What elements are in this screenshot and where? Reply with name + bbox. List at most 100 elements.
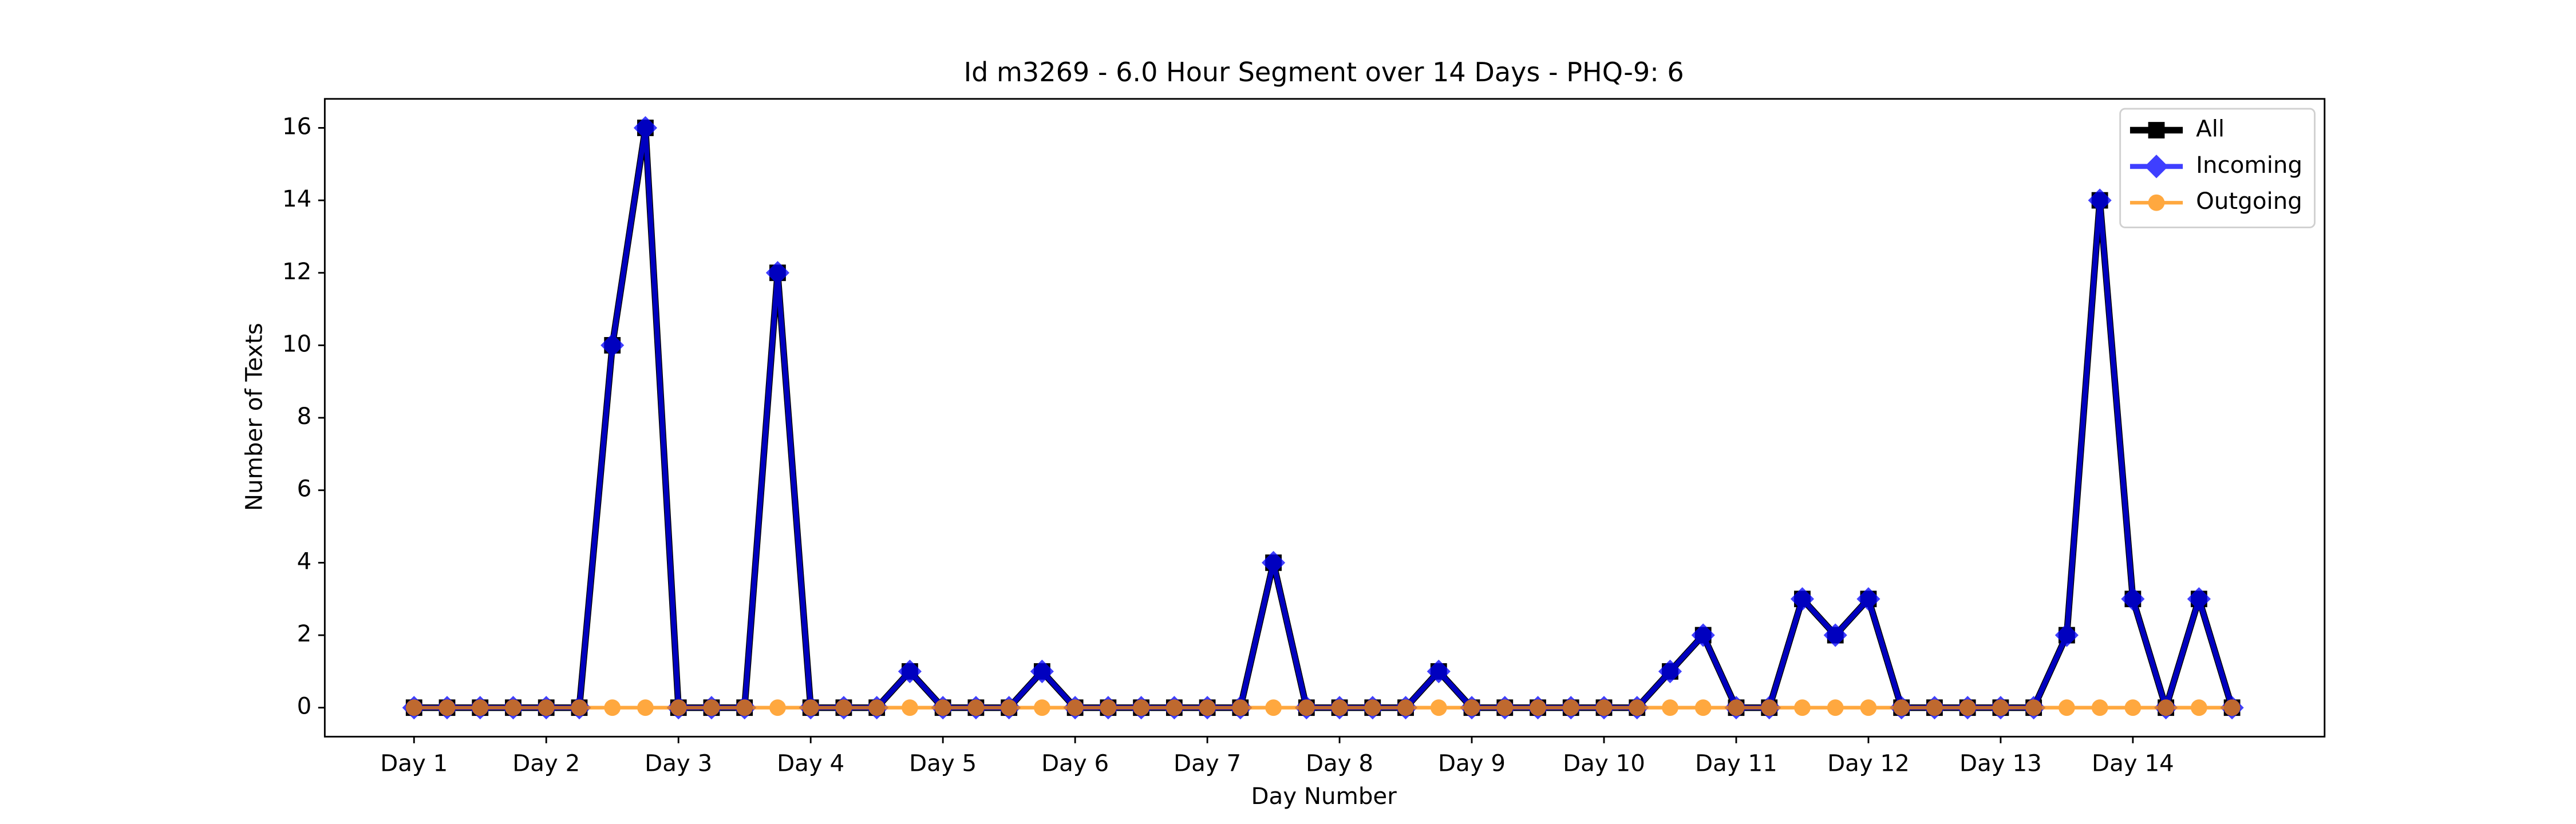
marker xyxy=(1658,659,1682,683)
marker xyxy=(1232,699,1249,716)
marker xyxy=(1562,699,1579,716)
marker xyxy=(765,261,790,285)
marker xyxy=(1860,699,1877,716)
marker xyxy=(1100,699,1117,716)
marker xyxy=(1261,550,1286,575)
marker xyxy=(1430,699,1447,716)
legend-entry xyxy=(2129,154,2183,179)
x-tick-label: Day 6 xyxy=(1041,750,1109,777)
legend-label: All xyxy=(2196,116,2225,142)
series xyxy=(405,699,2241,716)
legend-entry xyxy=(2129,122,2183,138)
x-axis-label: Day Number xyxy=(1251,783,1397,810)
series-line xyxy=(414,124,2235,711)
marker xyxy=(1794,699,1811,716)
marker xyxy=(2190,699,2207,716)
marker xyxy=(2025,699,2042,716)
chart-title: Id m3269 - 6.0 Hour Segment over 14 Days… xyxy=(964,57,1684,88)
marker xyxy=(934,699,951,716)
marker xyxy=(1992,699,2009,716)
marker xyxy=(1856,587,1880,611)
marker xyxy=(1298,699,1315,716)
marker xyxy=(2059,699,2075,716)
marker xyxy=(868,699,886,716)
marker xyxy=(2088,188,2112,212)
plot-frame xyxy=(323,98,2326,738)
marker xyxy=(604,699,621,716)
marker xyxy=(1823,623,1847,647)
marker xyxy=(571,699,588,716)
marker xyxy=(1001,699,1018,716)
marker xyxy=(1827,699,1844,716)
marker xyxy=(2187,587,2211,611)
marker xyxy=(405,699,422,716)
marker xyxy=(802,699,819,716)
series-line xyxy=(414,125,2235,711)
marker xyxy=(600,333,625,358)
y-tick-label: 10 xyxy=(282,330,311,357)
marker xyxy=(438,699,456,716)
marker xyxy=(1662,699,1678,716)
marker xyxy=(769,699,786,716)
marker xyxy=(736,699,753,716)
marker xyxy=(2158,699,2175,716)
y-tick-label: 16 xyxy=(282,113,311,140)
marker xyxy=(2148,122,2165,138)
legend-entry xyxy=(2129,194,2183,211)
x-tick-label: Day 11 xyxy=(1695,750,1777,777)
marker xyxy=(2223,699,2241,716)
marker xyxy=(2091,699,2108,716)
legend-label: Outgoing xyxy=(2196,188,2302,215)
x-tick-label: Day 8 xyxy=(1306,750,1373,777)
marker xyxy=(1397,699,1414,716)
marker xyxy=(967,699,985,716)
legend-label: Incoming xyxy=(2196,152,2302,179)
marker xyxy=(637,699,654,716)
marker xyxy=(902,699,918,716)
y-axis-label: Number of Texts xyxy=(240,323,267,511)
marker xyxy=(1728,699,1745,716)
marker xyxy=(1199,699,1216,716)
marker xyxy=(1761,699,1778,716)
marker xyxy=(1893,699,1910,716)
series xyxy=(402,116,2244,720)
marker xyxy=(1530,699,1546,716)
marker xyxy=(670,699,687,716)
marker xyxy=(1033,699,1050,716)
marker xyxy=(703,699,720,716)
y-tick-label: 2 xyxy=(297,620,312,647)
x-tick-label: Day 1 xyxy=(380,750,448,777)
x-tick-label: Day 13 xyxy=(1959,750,2042,777)
marker xyxy=(1165,699,1183,716)
marker xyxy=(1463,699,1480,716)
marker xyxy=(1331,699,1348,716)
x-tick-label: Day 9 xyxy=(1438,750,1506,777)
marker xyxy=(538,699,555,716)
marker xyxy=(1595,699,1613,716)
y-tick-label: 0 xyxy=(297,693,312,720)
marker xyxy=(2144,154,2168,179)
marker xyxy=(2124,699,2142,716)
y-tick-label: 6 xyxy=(297,476,312,502)
y-tick-label: 8 xyxy=(297,403,312,430)
marker xyxy=(633,116,658,140)
marker xyxy=(2055,623,2079,647)
y-tick-label: 4 xyxy=(297,548,312,575)
marker xyxy=(472,699,489,716)
x-tick-label: Day 7 xyxy=(1174,750,1241,777)
marker xyxy=(1496,699,1514,716)
marker xyxy=(505,699,521,716)
marker xyxy=(898,659,922,683)
x-tick-label: Day 3 xyxy=(645,750,712,777)
marker xyxy=(835,699,852,716)
marker xyxy=(1030,659,1054,683)
legend-box xyxy=(2119,108,2316,228)
x-tick-label: Day 12 xyxy=(1827,750,1910,777)
x-tick-label: Day 14 xyxy=(2092,750,2174,777)
marker xyxy=(1364,699,1381,716)
x-tick-label: Day 5 xyxy=(909,750,977,777)
marker xyxy=(2148,194,2165,211)
y-tick-label: 14 xyxy=(282,185,311,212)
x-tick-label: Day 10 xyxy=(1563,750,1645,777)
